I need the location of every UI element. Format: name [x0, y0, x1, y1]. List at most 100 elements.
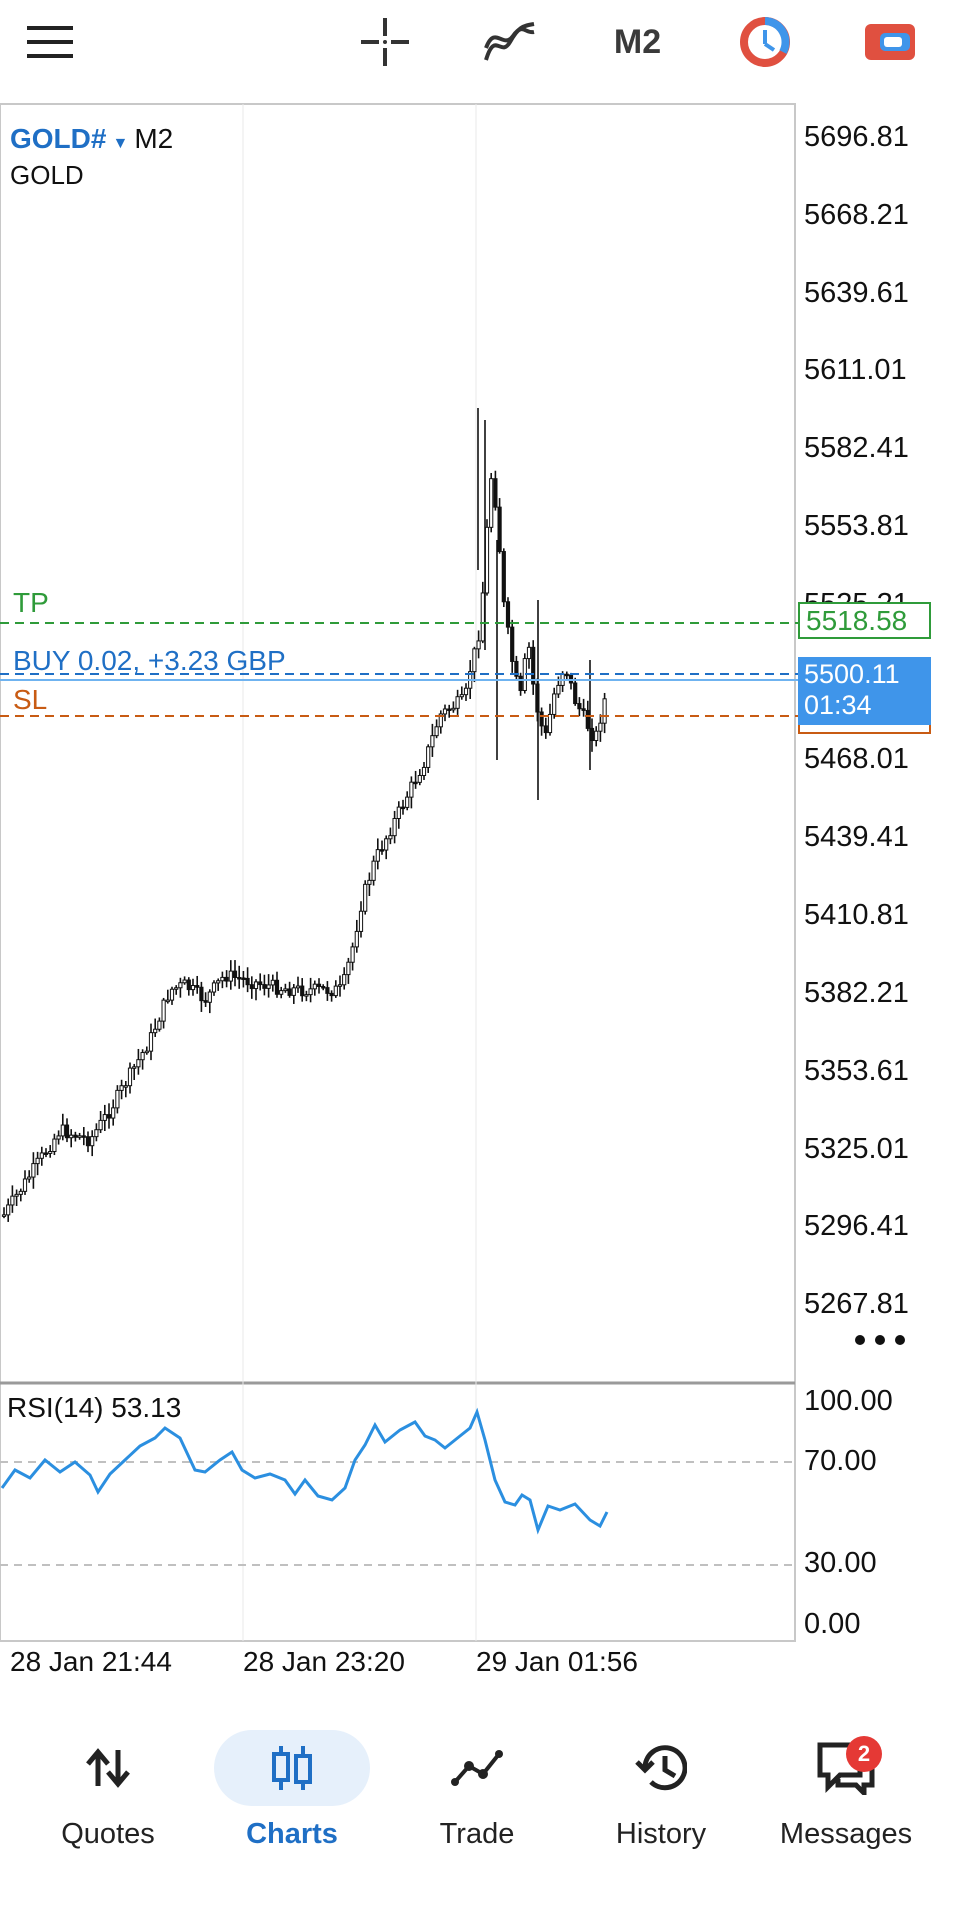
- candle-body: [321, 986, 326, 989]
- countdown-ring-icon[interactable]: [735, 8, 795, 76]
- candle-body: [526, 646, 532, 660]
- candle-body: [497, 506, 502, 553]
- nav-quotes[interactable]: Quotes: [18, 1710, 198, 1870]
- candle-body: [489, 478, 494, 528]
- symbol-selector[interactable]: GOLD# ▼ M2: [10, 123, 173, 155]
- candle-body: [216, 980, 221, 984]
- candle-body: [291, 987, 296, 996]
- sl-label[interactable]: SL: [13, 684, 48, 715]
- buy-position-label[interactable]: BUY 0.02, +3.23 GBP: [13, 645, 286, 676]
- candle-body: [300, 985, 305, 997]
- candle-body: [388, 835, 393, 840]
- candle-body: [287, 988, 292, 996]
- candle-body: [543, 725, 548, 734]
- price-tick: 5439.41: [804, 821, 909, 853]
- candle-body: [337, 984, 343, 987]
- indicator-wave-icon[interactable]: [480, 8, 540, 76]
- candle-body: [6, 1204, 11, 1216]
- symbol-timeframe: M2: [134, 123, 174, 154]
- candle-body: [552, 693, 557, 715]
- price-chart[interactable]: [0, 0, 954, 1680]
- candle-body: [329, 992, 334, 997]
- price-tick: 5382.21: [804, 977, 909, 1009]
- rsi-label[interactable]: RSI(14) 53.13: [7, 1392, 182, 1423]
- nav-trade[interactable]: Trade: [387, 1710, 567, 1870]
- candle-body: [43, 1152, 49, 1155]
- candle-body: [73, 1134, 78, 1138]
- candle-body: [140, 1052, 145, 1061]
- candle-body: [241, 977, 246, 980]
- candle-body: [266, 984, 271, 989]
- candle-body: [405, 796, 410, 808]
- candle-body: [115, 1089, 120, 1109]
- rsi-tick: 100.00: [804, 1385, 893, 1417]
- candle-body: [295, 985, 301, 989]
- candle-body: [451, 707, 456, 711]
- price-tick: 5353.61: [804, 1055, 909, 1087]
- candle-body: [346, 961, 351, 976]
- vertical-gridlines: [242, 104, 477, 1641]
- candle-body: [447, 708, 452, 711]
- candle-body: [262, 984, 267, 989]
- candle-body: [316, 983, 322, 988]
- candle-body: [228, 970, 233, 982]
- trade-line-icon: [417, 1730, 537, 1806]
- candle-body: [392, 817, 397, 837]
- candle-body: [245, 977, 250, 986]
- hamburger-menu-icon[interactable]: [20, 8, 80, 76]
- candle-countdown: 01:34: [804, 690, 872, 720]
- candle-body: [211, 982, 217, 993]
- candle-body: [396, 806, 401, 819]
- nav-label: Charts: [246, 1818, 338, 1850]
- candle-body: [400, 806, 406, 810]
- nav-messages[interactable]: 2 Messages: [756, 1710, 936, 1870]
- candle-body: [48, 1150, 53, 1154]
- nav-label: Messages: [779, 1818, 913, 1850]
- candle-body: [85, 1136, 91, 1147]
- candle-body: [585, 709, 590, 729]
- candle-body: [94, 1129, 99, 1138]
- tp-label[interactable]: TP: [13, 587, 49, 618]
- candle-body: [409, 781, 414, 798]
- candle-body: [190, 985, 196, 991]
- timeframe-button[interactable]: M2: [605, 8, 670, 76]
- candle-body: [60, 1124, 65, 1137]
- candle-body: [594, 730, 599, 742]
- candle-body: [501, 551, 506, 603]
- candle-body: [69, 1134, 74, 1139]
- candle-body: [127, 1067, 133, 1087]
- price-tick: 5553.81: [804, 510, 909, 542]
- bottom-navigation: Quotes Charts Trade History 2 Messages: [0, 1710, 954, 1920]
- candle-body: [354, 930, 359, 948]
- candle-body: [186, 979, 191, 991]
- symbol-name: GOLD#: [10, 123, 107, 154]
- candle-body: [195, 985, 200, 988]
- price-tick: 5611.01: [804, 354, 907, 386]
- candle-body: [434, 726, 439, 737]
- crosshair-icon[interactable]: [355, 8, 415, 76]
- nav-charts[interactable]: Charts: [202, 1710, 382, 1870]
- candle-body: [308, 988, 313, 996]
- candle-body: [350, 946, 355, 963]
- candle-body: [224, 976, 229, 982]
- candle-body: [132, 1066, 137, 1069]
- candle-body: [375, 849, 380, 862]
- candle-body: [77, 1135, 82, 1138]
- nav-label: Quotes: [61, 1818, 155, 1850]
- rsi-tick: 70.00: [804, 1445, 877, 1477]
- price-tick: 5296.41: [804, 1210, 909, 1242]
- one-click-trading-icon[interactable]: [860, 8, 920, 76]
- price-tick: 5325.01: [804, 1133, 909, 1165]
- candle-body: [169, 988, 175, 1001]
- symbol-description: GOLD: [10, 160, 84, 190]
- nav-label: Trade: [439, 1818, 515, 1850]
- nav-history[interactable]: History: [571, 1710, 751, 1870]
- candle-body: [270, 979, 275, 986]
- candle-body: [417, 774, 422, 783]
- more-dots-icon[interactable]: [852, 1330, 908, 1350]
- symbol-caret-icon: ▼: [112, 135, 129, 152]
- candle-body: [510, 626, 515, 662]
- candle-body: [358, 910, 364, 932]
- chat-bubbles-icon: 2: [786, 1730, 906, 1806]
- current-price-tag: 5500.11 01:34: [798, 657, 931, 725]
